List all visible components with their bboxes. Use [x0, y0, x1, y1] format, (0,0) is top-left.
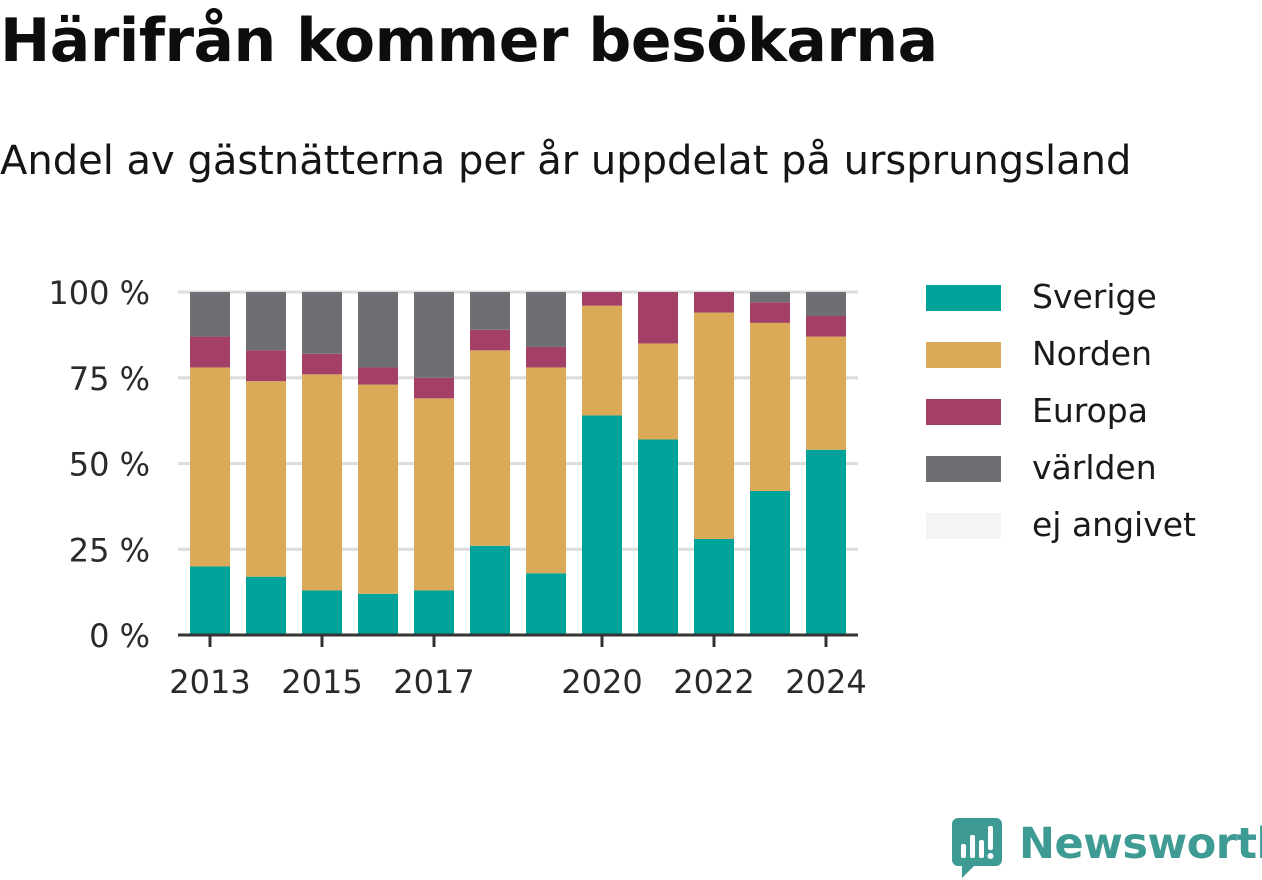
bar-segment-norden-2024	[806, 336, 846, 450]
bar-segment-vrlden-2023	[750, 292, 790, 303]
bar-segment-europa-2013	[190, 336, 230, 368]
bar-segment-norden-2014	[246, 381, 286, 577]
x-tick-label: 2017	[393, 663, 474, 701]
legend-label-sverige: Sverige	[1032, 277, 1157, 316]
bar-segment-vrlden-2014	[246, 292, 286, 351]
legend-label-varlden: världen	[1032, 448, 1157, 487]
bar-segment-europa-2022	[694, 292, 734, 313]
bar-segment-sverige-2020	[582, 415, 622, 635]
bar-segment-norden-2021	[638, 343, 678, 440]
bar-segment-europa-2023	[750, 302, 790, 323]
bar-segment-sverige-2016	[358, 593, 398, 635]
legend-swatch-sverige	[926, 285, 1001, 311]
bar-segment-vrlden-2024	[806, 292, 846, 317]
bar-segment-norden-2023	[750, 322, 790, 491]
bar-segment-europa-2014	[246, 350, 286, 382]
bar-segment-sverige-2019	[526, 573, 566, 635]
legend-label-norden: Norden	[1032, 334, 1153, 373]
bar-segment-norden-2020	[582, 305, 622, 416]
bar-segment-vrlden-2017	[414, 292, 454, 378]
bar-segment-europa-2019	[526, 346, 566, 368]
x-tick-label: 2022	[673, 663, 754, 701]
legend-label-ej-angivet: ej angivet	[1032, 505, 1196, 544]
brand-name: Newsworthy	[1019, 819, 1262, 869]
newsworthy-logo-icon	[952, 818, 1002, 878]
bar-segment-sverige-2022	[694, 538, 734, 635]
legend-swatch-ej-angivet	[926, 513, 1001, 539]
bar-segment-sverige-2018	[470, 545, 510, 635]
bar-segment-vrlden-2013	[190, 292, 230, 337]
bar-segment-europa-2018	[470, 329, 510, 351]
bar-segment-vrlden-2018	[470, 292, 510, 330]
bar-segment-norden-2013	[190, 367, 230, 567]
bar-segment-norden-2016	[358, 384, 398, 594]
chart-subtitle: Andel av gästnätterna per år uppdelat på…	[0, 138, 1132, 184]
bar-segment-norden-2022	[694, 312, 734, 539]
x-tick-label: 2024	[785, 663, 866, 701]
legend-swatch-varlden	[926, 456, 1001, 482]
bar-segment-sverige-2017	[414, 590, 454, 635]
legend-swatch-europa	[926, 399, 1001, 425]
x-tick-label: 2015	[281, 663, 362, 701]
bar-segment-europa-2021	[638, 292, 678, 344]
y-tick-label: 50 %	[69, 446, 150, 484]
bar-segment-sverige-2021	[638, 439, 678, 635]
bar-segment-europa-2016	[358, 367, 398, 385]
bar-segment-sverige-2014	[246, 576, 286, 635]
y-tick-label: 100 %	[48, 274, 150, 312]
bar-segment-vrlden-2015	[302, 292, 342, 354]
bar-segment-norden-2019	[526, 367, 566, 574]
chart-title: Härifrån kommer besökarna	[0, 6, 938, 76]
bar-segment-norden-2017	[414, 398, 454, 591]
y-tick-label: 0 %	[89, 617, 150, 655]
bar-segment-europa-2017	[414, 377, 454, 399]
bar-segment-sverige-2015	[302, 590, 342, 635]
bar-segment-sverige-2023	[750, 490, 790, 635]
legend-label-europa: Europa	[1032, 391, 1148, 430]
bar-segment-europa-2015	[302, 353, 342, 375]
bar-segment-europa-2024	[806, 316, 846, 337]
bar-segment-norden-2015	[302, 374, 342, 591]
bar-segment-vrlden-2016	[358, 292, 398, 368]
y-tick-label: 75 %	[69, 360, 150, 398]
bar-segment-vrlden-2019	[526, 292, 566, 347]
x-tick-label: 2020	[561, 663, 642, 701]
legend-swatch-norden	[926, 342, 1001, 368]
x-tick-label: 2013	[169, 663, 250, 701]
bar-segment-norden-2018	[470, 350, 510, 546]
y-tick-label: 25 %	[69, 531, 150, 569]
bar-segment-sverige-2013	[190, 566, 230, 635]
bar-segment-sverige-2024	[806, 449, 846, 635]
bar-segment-europa-2020	[582, 292, 622, 306]
